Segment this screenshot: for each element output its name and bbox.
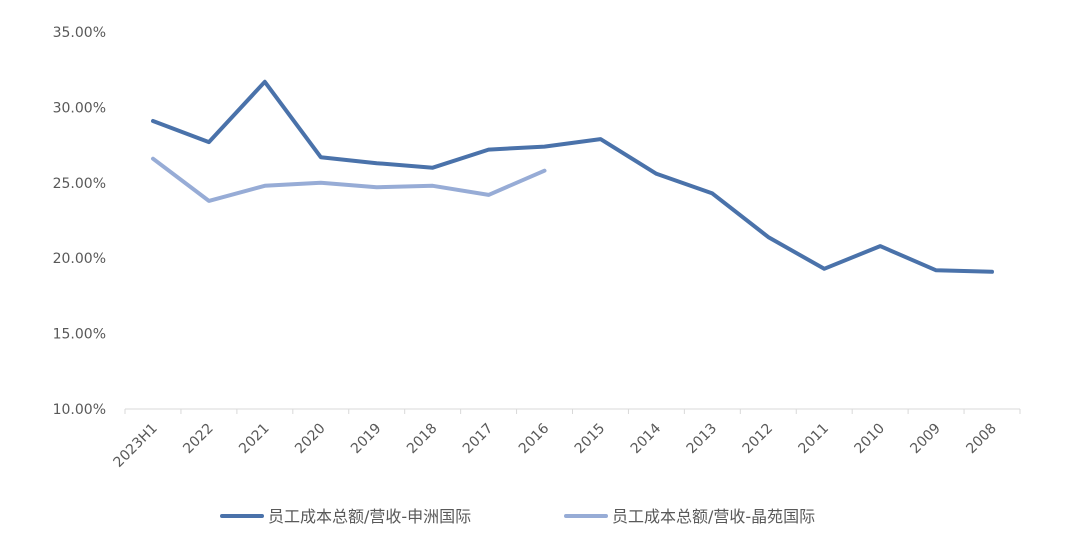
x-axis-ticks: 2023H1 2022 2021 2020 2019 2018 2017 2016 2015 20…: [111, 409, 1021, 471]
x-tick-label: 2016: [516, 420, 553, 457]
x-tick-label: 2021: [236, 421, 273, 458]
x-tick-label: 2019: [348, 421, 385, 458]
series-line-1: [151, 79, 994, 274]
legend-label-1: 员工成本总额/营收-申洲国际: [268, 507, 471, 526]
series-line-2: [151, 156, 547, 203]
x-tick-label: 2015: [572, 421, 609, 458]
legend: 员工成本总额/营收-申洲国际 员工成本总额/营收-晶苑国际: [220, 507, 815, 526]
x-tick-label: 2013: [684, 421, 721, 458]
x-tick-label: 2009: [907, 421, 944, 458]
x-tick-label: 2022: [180, 421, 217, 458]
y-axis-ticks: 35.00% 30.00% 25.00% 20.00% 15.00% 10.00%: [53, 25, 106, 418]
x-tick-label: 2020: [292, 421, 329, 458]
y-tick-label: 35.00%: [53, 25, 106, 41]
x-tick-label: 2023H1: [111, 421, 161, 471]
x-tick-label: 2014: [628, 420, 665, 457]
y-tick-label: 10.00%: [53, 402, 106, 418]
legend-label-2: 员工成本总额/营收-晶苑国际: [612, 507, 815, 526]
x-tick-label: 2010: [851, 421, 888, 458]
y-tick-label: 20.00%: [53, 251, 106, 267]
x-tick-label: 2017: [460, 421, 497, 458]
x-tick-label: 2012: [740, 421, 777, 458]
x-tick-label: 2018: [404, 421, 441, 458]
x-tick-label: 2008: [963, 421, 1000, 458]
y-tick-label: 30.00%: [53, 100, 106, 116]
y-tick-label: 15.00%: [53, 327, 106, 343]
y-tick-label: 25.00%: [53, 176, 106, 192]
x-tick-label: 2011: [796, 421, 833, 458]
series-lines: [151, 79, 994, 274]
